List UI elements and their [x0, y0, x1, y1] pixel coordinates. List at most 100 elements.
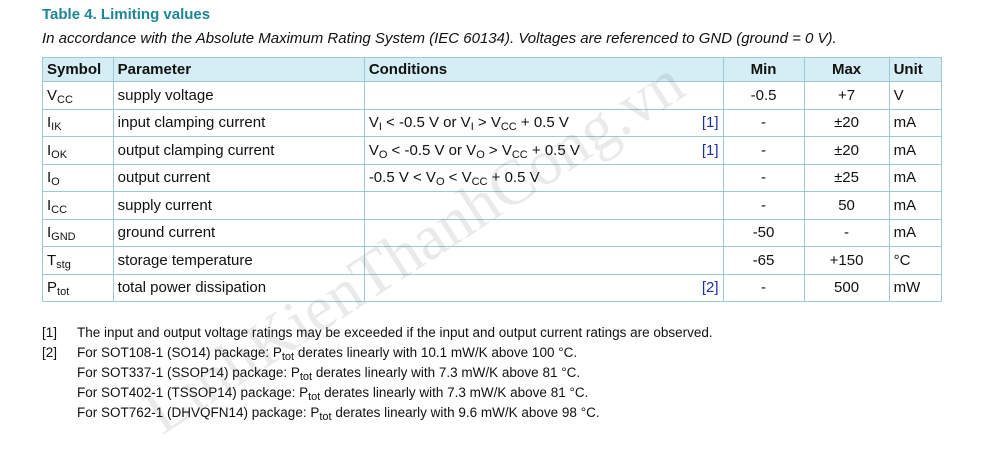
- header-row: Symbol Parameter Conditions Min Max Unit: [42, 57, 943, 82]
- column-header: Conditions: [363, 57, 724, 82]
- conditions-cell: [1] VO < -0.5 V or VO > VCC + 0.5 V: [363, 136, 724, 165]
- column-header: Max: [803, 57, 890, 82]
- subscript: CC: [471, 176, 488, 189]
- conditions-cell: [363, 191, 724, 220]
- min-cell: -65: [722, 246, 805, 275]
- conditions-cell: [363, 81, 724, 110]
- note-ref: [1]: [701, 141, 719, 159]
- max-cell: ±25: [803, 163, 890, 192]
- subscript: CC: [57, 93, 73, 106]
- text: For SOT762-1 (DHVQFN14) package: P: [77, 404, 320, 420]
- column-header: Unit: [888, 57, 943, 82]
- text: + 0.5 V: [487, 169, 540, 187]
- footnote-text: The input and output voltage ratings may…: [77, 325, 713, 340]
- conditions-cell: [363, 246, 724, 275]
- footnote-text: For SOT762-1 (DHVQFN14) package: Ptot de…: [77, 404, 600, 423]
- note-ref: [1]: [701, 114, 719, 132]
- min-cell: -0.5: [722, 81, 805, 110]
- min-cell: -: [722, 191, 805, 220]
- limits-table: Symbol Parameter Conditions Min Max Unit VCC su…: [42, 57, 943, 302]
- symbol-cell: IGND: [42, 218, 114, 247]
- parameter-cell: output current: [112, 163, 365, 192]
- table-body: VCC supply voltage -0.5 +7 V IIK input clampin…: [42, 81, 943, 302]
- subscript: I: [378, 121, 382, 134]
- subscript: O: [435, 176, 445, 189]
- column-header: Parameter: [112, 57, 365, 82]
- subscript: I: [470, 121, 474, 134]
- conditions-cell: [1] VI < -0.5 V or VI > VCC + 0.5 V: [363, 108, 724, 137]
- parameter-cell: input clamping current: [112, 108, 365, 137]
- conditions-cell: -0.5 V < VO < VCC + 0.5 V: [363, 163, 724, 192]
- text: P: [47, 279, 58, 297]
- unit-cell: mW: [888, 273, 943, 302]
- symbol-cell: VCC: [42, 81, 114, 110]
- text: > V: [473, 114, 501, 132]
- parameter-cell: supply voltage: [112, 81, 365, 110]
- max-cell: ±20: [803, 108, 890, 137]
- table-row: IOK output clamping current [1] VO < -0.5 V…: [42, 136, 943, 165]
- text: V: [47, 86, 58, 104]
- subscript: OK: [51, 148, 68, 161]
- unit-cell: mA: [888, 218, 943, 247]
- subscript: O: [51, 176, 60, 189]
- text: I: [47, 114, 52, 132]
- text: derates linearly with 7.3 mW/K above 81 …: [320, 384, 589, 400]
- table-row: Tstg storage temperature -65 +150 °C: [42, 246, 943, 275]
- text: The input and output voltage ratings may…: [77, 324, 713, 340]
- text: I: [47, 169, 52, 187]
- table-row: IO output current -0.5 V < VO < VCC + 0.5 …: [42, 163, 943, 192]
- symbol-cell: Ptot: [42, 273, 114, 302]
- text: < -0.5 V or V: [381, 114, 471, 132]
- footnote-line: For SOT762-1 (DHVQFN14) package: Ptot de…: [42, 402, 713, 423]
- table-row: IGND ground current -50- mA: [42, 218, 943, 247]
- unit-cell: mA: [888, 191, 943, 220]
- conditions-cell: [2]: [363, 273, 724, 302]
- unit-cell: mA: [888, 136, 943, 165]
- footnote-line: [1] The input and output voltage ratings …: [42, 322, 713, 342]
- parameter-cell: ground current: [112, 218, 365, 247]
- footnote-text: For SOT402-1 (TSSOP14) package: Ptot der…: [77, 384, 589, 403]
- symbol-cell: IIK: [42, 108, 114, 137]
- symbol-cell: IOK: [42, 136, 114, 165]
- min-cell: -: [722, 108, 805, 137]
- table-row: Ptot total power dissipation [2] -500 mW: [42, 273, 943, 302]
- min-cell: -: [722, 136, 805, 165]
- subscript: IK: [51, 121, 62, 134]
- table-subtitle: In accordance with the Absolute Maximum …: [42, 30, 837, 47]
- footnote-line: [2] For SOT108-1 (SO14) package: Ptot der…: [42, 342, 713, 363]
- subscript: GND: [51, 231, 76, 244]
- parameter-cell: output clamping current: [112, 136, 365, 165]
- subscript: CC: [500, 121, 517, 134]
- symbol-cell: IO: [42, 163, 114, 192]
- subscript: tot: [299, 370, 313, 383]
- table-row: VCC supply voltage -0.5 +7 V: [42, 81, 943, 110]
- footnote-line: For SOT337-1 (SSOP14) package: Ptot dera…: [42, 362, 713, 383]
- text: V: [368, 114, 379, 132]
- table-row: IIK input clamping current [1] VI < -0.5 V …: [42, 108, 943, 137]
- text: T: [47, 251, 57, 269]
- footnote-label: [1]: [42, 324, 58, 340]
- text: derates linearly with 9.6 mW/K above 98 …: [331, 404, 600, 420]
- conditions-cell: [363, 218, 724, 247]
- footnote-line: For SOT402-1 (TSSOP14) package: Ptot der…: [42, 382, 713, 403]
- max-cell: -: [803, 218, 890, 247]
- parameter-cell: storage temperature: [112, 246, 365, 275]
- text: For SOT402-1 (TSSOP14) package: P: [77, 384, 309, 400]
- footnote-text: For SOT108-1 (SO14) package: Ptot derate…: [77, 344, 577, 363]
- max-cell: 500: [803, 273, 890, 302]
- unit-cell: V: [888, 81, 943, 110]
- text: For SOT108-1 (SO14) package: P: [77, 344, 282, 360]
- subscript: CC: [511, 148, 528, 161]
- text: -0.5 V < V: [368, 169, 436, 187]
- note-ref: [2]: [701, 279, 719, 297]
- text: + 0.5 V: [516, 114, 569, 132]
- max-cell: 50: [803, 191, 890, 220]
- text: derates linearly with 7.3 mW/K above 81 …: [312, 364, 581, 380]
- unit-cell: mA: [888, 108, 943, 137]
- subscript: tot: [319, 410, 332, 423]
- max-cell: ±20: [803, 136, 890, 165]
- unit-cell: °C: [888, 246, 943, 275]
- unit-cell: mA: [888, 163, 943, 192]
- text: < V: [444, 169, 472, 187]
